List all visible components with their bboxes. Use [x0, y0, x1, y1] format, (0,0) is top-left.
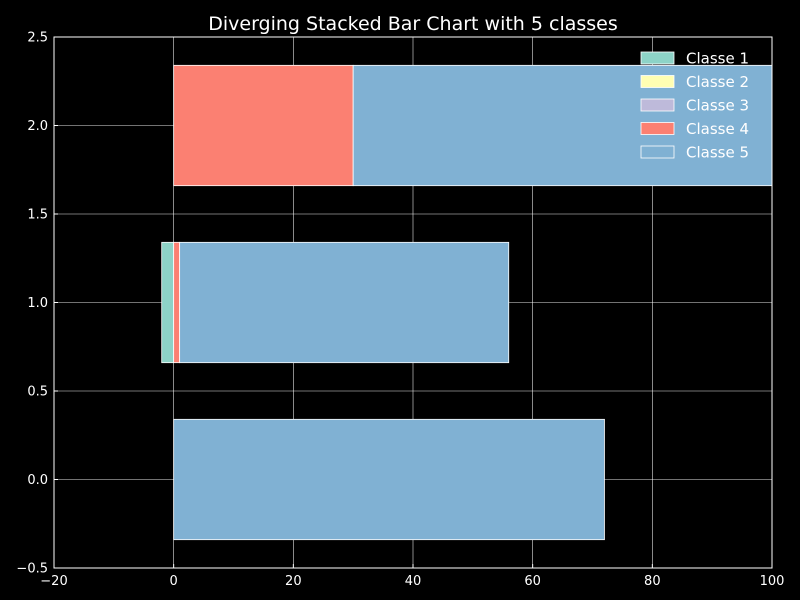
bar-segment-classe-1: [161, 241, 175, 364]
legend-label: Classe 2: [686, 73, 749, 91]
legend-entry: Classe 5: [640, 144, 749, 162]
y-tick-label: 1.5: [27, 208, 48, 223]
legend-label: Classe 3: [686, 97, 749, 115]
legend-swatch: [640, 98, 675, 112]
legend-swatch: [640, 122, 675, 135]
bar-segment-classe-4: [173, 241, 181, 364]
bar-segment-classe-5: [173, 418, 605, 541]
legend-swatch: [640, 145, 675, 159]
x-tick-label: −20: [40, 574, 67, 589]
legend-swatch: [640, 75, 675, 88]
x-tick-label: 100: [760, 574, 785, 589]
y-tick-label: 1.0: [27, 296, 48, 311]
legend-entry: Classe 2: [640, 73, 749, 91]
bar-segment-classe-5: [352, 64, 773, 187]
y-tick-label: −0.5: [16, 562, 48, 577]
legend-swatch: [640, 51, 675, 65]
legend-label: Classe 1: [686, 50, 749, 68]
legend-label: Classe 5: [686, 144, 749, 162]
x-tick-label: 60: [524, 574, 541, 589]
plot-frame: [53, 36, 773, 569]
y-tick-label: 0.0: [27, 473, 48, 488]
y-tick-label: 2.0: [27, 119, 48, 134]
y-tick-label: 2.5: [27, 31, 48, 46]
legend-entry: Classe 4: [640, 120, 749, 138]
legend-label: Classe 4: [686, 120, 749, 138]
y-tick-label: 0.5: [27, 385, 48, 400]
x-tick-label: 0: [170, 574, 178, 589]
bar-segment-classe-5: [179, 241, 510, 364]
x-tick-label: 80: [644, 574, 661, 589]
legend-entry: Classe 1: [640, 50, 749, 68]
x-tick-label: 20: [285, 574, 302, 589]
chart-title: Diverging Stacked Bar Chart with 5 class…: [208, 13, 618, 35]
bars-layer: [161, 64, 773, 541]
bar-segment-classe-4: [173, 64, 354, 187]
legend-entry: Classe 3: [640, 97, 749, 115]
x-tick-label: 40: [405, 574, 422, 589]
axes-layer: −20 0 20 40 60 80 100 −0.5 0.0 0.5 1.0 1.5 2.0 2.5: [16, 31, 784, 590]
legend: Classe 1 Classe 2 Classe 3 Classe 4 Classe 5: [640, 50, 749, 162]
